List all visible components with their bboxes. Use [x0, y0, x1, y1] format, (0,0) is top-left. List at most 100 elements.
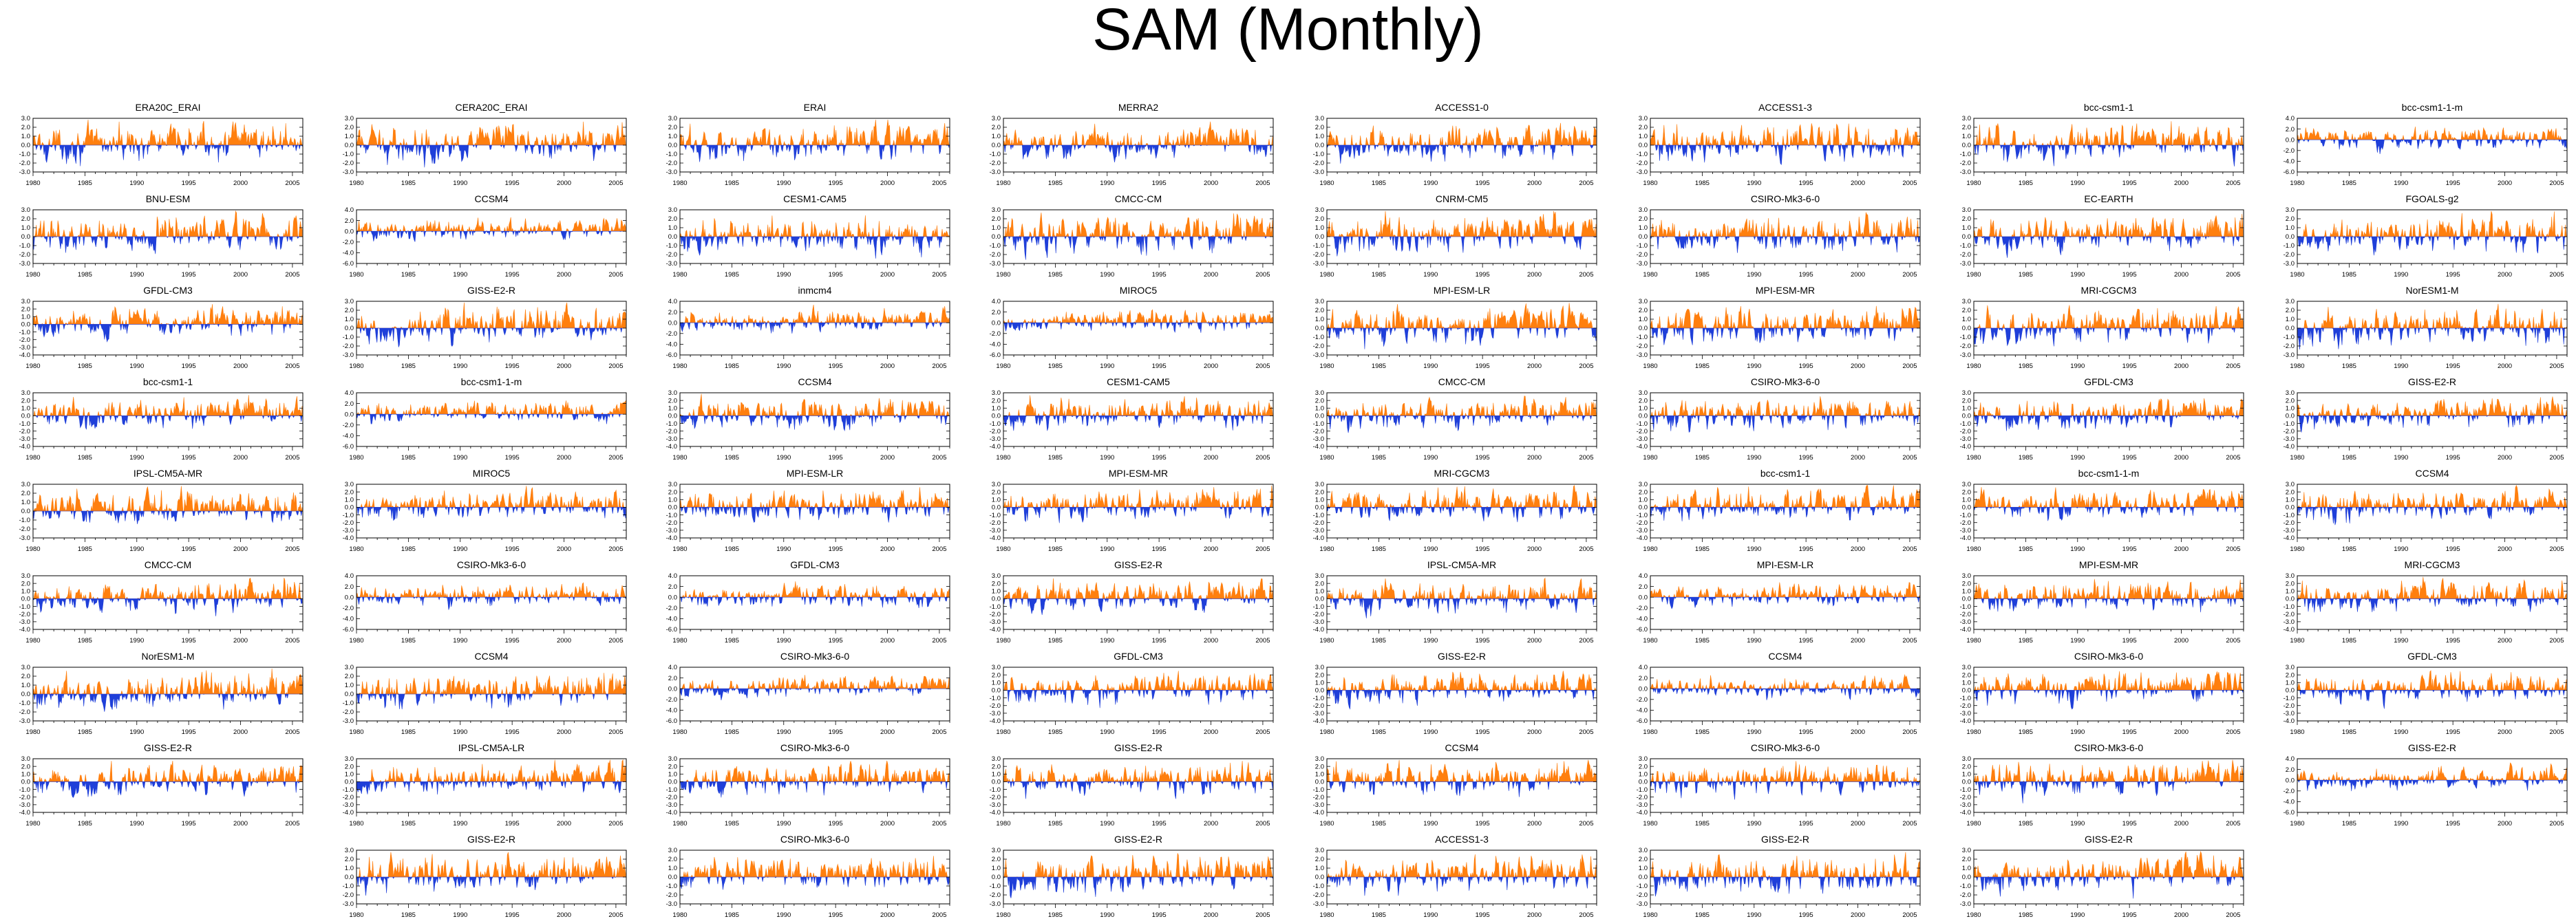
x-tick-label: 1990 — [1423, 545, 1438, 553]
y-tick-label: -6.0 — [666, 717, 677, 725]
x-tick-label: 2005 — [1255, 728, 1270, 736]
y-tick-label: -2.0 — [1313, 519, 1324, 527]
x-tick-label: 1980 — [1966, 180, 1981, 187]
x-tick-label: 2005 — [2226, 454, 2240, 462]
y-tick-label: -3.0 — [1637, 435, 1648, 443]
y-tick-label: -3.0 — [19, 717, 30, 725]
series-positive — [1003, 395, 1273, 417]
panel-title: GFDL-CM3 — [2084, 376, 2133, 387]
y-tick-label: -1.0 — [2284, 334, 2295, 341]
x-tick-label: 1995 — [829, 820, 843, 828]
y-tick-label: -4.0 — [1637, 616, 1648, 623]
x-tick-label: 1980 — [25, 637, 40, 645]
x-tick-label: 1995 — [2122, 271, 2137, 279]
series-positive — [1003, 121, 1273, 147]
panel-title: GFDL-CM3 — [143, 285, 193, 296]
y-tick-label: 2.0 — [345, 763, 354, 770]
x-tick-label: 1985 — [1372, 911, 1386, 919]
sam-panel: bcc-csm1-1 3.02.01.00.0-1.0-2.0-3.0-4.0 19… — [19, 376, 304, 462]
x-tick-label: 1985 — [2342, 180, 2356, 187]
y-tick-label: 3.0 — [668, 481, 677, 488]
x-tick-label: 1990 — [129, 180, 144, 187]
y-tick-label: 1.0 — [21, 770, 30, 778]
x-tick-label: 2000 — [2498, 180, 2512, 187]
sam-panel: MRI-CGCM3 3.02.01.00.0-1.0-2.0-3.0-4.0 198… — [2284, 559, 2568, 645]
y-tick-label: 2.0 — [2286, 671, 2295, 679]
y-tick-label: 2.0 — [992, 309, 1001, 316]
x-tick-label: 1995 — [505, 363, 520, 370]
x-tick-label: 1980 — [1319, 820, 1334, 828]
series-negative — [1326, 415, 1597, 433]
x-tick-label: 2000 — [1851, 637, 1865, 645]
series-positive — [1650, 305, 1920, 329]
x-tick-label: 1990 — [2394, 454, 2408, 462]
y-tick-label: 0.0 — [21, 508, 30, 515]
series-positive — [1326, 210, 1597, 238]
series-positive — [356, 302, 626, 329]
y-tick-label: 2.0 — [2286, 580, 2295, 587]
y-tick-label: 2.0 — [668, 675, 677, 682]
x-tick-label: 1985 — [1048, 545, 1063, 553]
y-tick-label: 1.0 — [1315, 496, 1324, 504]
x-tick-label: 1980 — [1966, 728, 1981, 736]
x-tick-label: 1990 — [1423, 454, 1438, 462]
x-tick-label: 1990 — [1100, 545, 1114, 553]
x-tick-label: 1995 — [829, 911, 843, 919]
y-tick-label: 3.0 — [668, 389, 677, 397]
y-tick-label: -2.0 — [2284, 519, 2295, 527]
y-tick-label: 2.0 — [21, 763, 30, 770]
y-tick-label: 2.0 — [668, 309, 677, 316]
x-tick-label: 1985 — [78, 637, 92, 645]
y-tick-label: 2.0 — [992, 671, 1001, 679]
x-tick-label: 1985 — [1695, 271, 1710, 279]
y-tick-label: 2.0 — [1315, 580, 1324, 587]
x-tick-label: 1990 — [1747, 728, 1761, 736]
y-tick-label: -6.0 — [2284, 169, 2295, 176]
panel-title: MRI-CGCM3 — [2081, 285, 2137, 296]
panel-title: GISS-E2-R — [1114, 559, 1162, 570]
x-tick-label: 1995 — [829, 454, 843, 462]
x-tick-label: 1985 — [1695, 454, 1710, 462]
y-tick-label: 2.0 — [992, 763, 1001, 770]
x-tick-label: 1985 — [1695, 545, 1710, 553]
y-tick-label: -4.0 — [990, 717, 1001, 725]
series-positive — [356, 759, 626, 783]
y-tick-label: -3.0 — [19, 169, 30, 176]
x-tick-label: 1990 — [776, 180, 791, 187]
x-tick-label: 1985 — [1695, 820, 1710, 828]
panel-title: MIROC5 — [1120, 285, 1158, 296]
x-tick-label: 2005 — [932, 545, 946, 553]
page-title: SAM (Monthly) — [1092, 0, 1484, 63]
panel-title: CCSM4 — [474, 193, 508, 204]
x-tick-label: 2000 — [2498, 545, 2512, 553]
x-tick-label: 1990 — [2070, 363, 2085, 370]
panel-frame — [679, 484, 950, 539]
x-tick-label: 2005 — [2549, 728, 2564, 736]
y-tick-label: -2.0 — [19, 428, 30, 435]
x-tick-label: 1990 — [2394, 637, 2408, 645]
x-tick-label: 1990 — [2394, 545, 2408, 553]
y-tick-label: -3.0 — [1960, 527, 1971, 534]
x-tick-label: 2005 — [2549, 271, 2564, 279]
y-tick-label: 0.0 — [992, 687, 1001, 695]
y-tick-label: 1.0 — [668, 224, 677, 232]
panel-title: CMCC-CM — [1438, 376, 1485, 387]
x-tick-label: 2005 — [1579, 180, 1593, 187]
series-positive — [32, 577, 303, 600]
x-tick-label: 1985 — [2342, 637, 2356, 645]
y-tick-label: -2.0 — [1960, 251, 1971, 259]
y-tick-label: 2.0 — [668, 124, 677, 131]
y-tick-label: -1.0 — [2284, 603, 2295, 611]
x-tick-label: 1985 — [401, 363, 416, 370]
y-tick-label: -3.0 — [666, 527, 677, 534]
series-negative — [2297, 506, 2567, 526]
sam-panel: CCSM4 4.0 2.0 0.0 -2.0 -4.0 -6.0 1980 1985 1990 19… — [1637, 651, 1921, 736]
sam-panel: CSIRO-Mk3-6-0 4.0 2.0 0.0 -2.0 -4.0 -6.0 1980 19… — [343, 559, 627, 645]
y-tick-label: -1.0 — [1637, 420, 1648, 428]
y-tick-label: 4.0 — [2286, 755, 2295, 763]
y-tick-label: 4.0 — [2286, 115, 2295, 122]
x-tick-label: 1990 — [2070, 180, 2085, 187]
y-tick-label: 3.0 — [1962, 847, 1971, 854]
y-tick-label: -1.0 — [1960, 242, 1971, 250]
x-tick-label: 2000 — [233, 271, 248, 279]
